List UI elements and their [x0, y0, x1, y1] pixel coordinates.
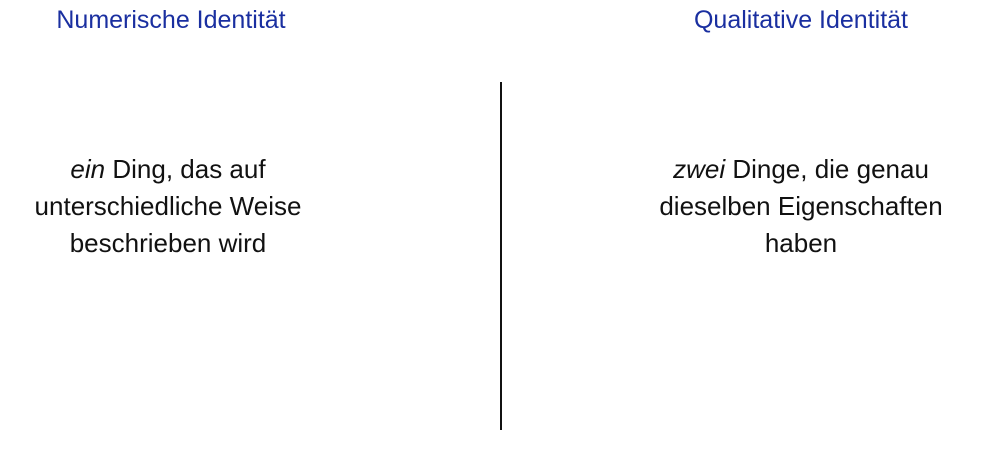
numerical-line-1-text: Ding, das auf: [105, 154, 266, 184]
vertical-divider: [500, 82, 502, 430]
numerical-identity-description: ein Ding, das auf unterschiedliche Weise…: [18, 151, 318, 262]
qualitative-line-1-text: Dinge, die genau: [725, 154, 929, 184]
qualitative-description-line-3: haben: [764, 228, 838, 258]
qualitative-identity-description: zwei Dinge, die genau dieselben Eigensch…: [616, 151, 986, 262]
qualitative-emphasis: zwei: [673, 154, 726, 184]
numerical-description-line-3: beschrieben wird: [69, 228, 267, 258]
qualitative-description-line-2: dieselben Eigenschaften: [659, 191, 943, 221]
qualitative-description-line-1: zwei Dinge, die genau: [616, 151, 986, 188]
numerical-identity-heading: Numerische Identität: [56, 6, 286, 34]
numerical-description-line-2: unterschiedliche Weise: [34, 191, 302, 221]
numerical-emphasis: ein: [70, 154, 106, 184]
numerical-description-line-1: ein Ding, das auf: [18, 151, 318, 188]
qualitative-identity-heading: Qualitative Identität: [693, 6, 908, 34]
